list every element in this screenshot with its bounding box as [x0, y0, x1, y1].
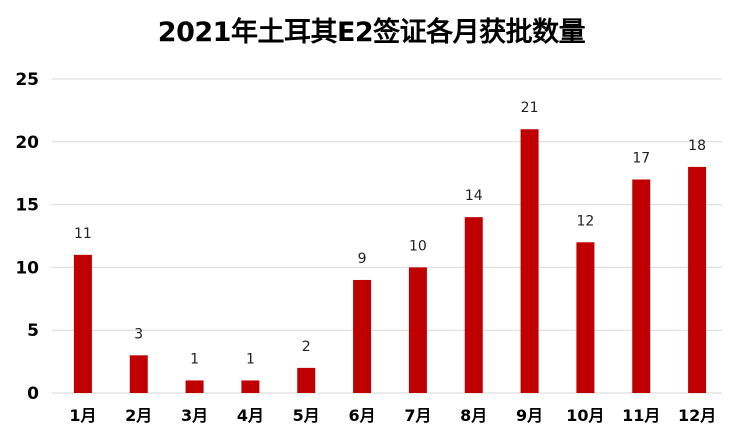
bar [408, 267, 427, 393]
x-tick-label: 2月 [125, 406, 152, 425]
x-tick-label: 3月 [181, 406, 208, 425]
x-tick-label: 7月 [404, 406, 431, 425]
bar [632, 179, 651, 393]
x-tick-label: 12月 [678, 406, 716, 425]
bar [464, 217, 483, 393]
data-label: 18 [688, 138, 706, 154]
y-tick-label: 20 [15, 133, 39, 153]
x-tick-label: 4月 [237, 406, 264, 425]
bar [73, 254, 92, 393]
data-label: 1 [190, 351, 199, 367]
bar [185, 380, 204, 393]
y-tick-label: 25 [15, 70, 39, 90]
data-label: 11 [74, 226, 92, 242]
bar [129, 355, 148, 393]
data-label: 10 [409, 238, 427, 254]
data-label: 1 [246, 351, 255, 367]
data-label: 12 [577, 213, 595, 229]
x-tick-label: 8月 [460, 406, 487, 425]
bar [297, 367, 316, 393]
y-tick-label: 5 [27, 321, 39, 341]
bar [520, 129, 539, 394]
x-tick-label: 11月 [622, 406, 660, 425]
x-tick-label: 1月 [69, 406, 96, 425]
data-label: 14 [465, 188, 483, 204]
x-tick-label: 9月 [516, 406, 543, 425]
bar [353, 279, 372, 393]
data-label: 21 [521, 100, 539, 116]
y-tick-label: 10 [15, 258, 39, 278]
bar [688, 166, 707, 393]
bar [241, 380, 260, 393]
y-tick-label: 0 [27, 384, 39, 404]
data-label: 3 [134, 326, 143, 342]
data-label: 9 [358, 251, 367, 267]
x-tick-label: 5月 [293, 406, 320, 425]
x-tick-label: 6月 [349, 406, 376, 425]
x-tick-label: 10月 [566, 406, 604, 425]
bar [576, 242, 595, 393]
y-tick-label: 15 [15, 196, 39, 216]
chart-title: 2021年土耳其E2签证各月获批数量 [157, 17, 586, 48]
data-label: 2 [302, 339, 311, 355]
data-label: 17 [632, 150, 650, 166]
